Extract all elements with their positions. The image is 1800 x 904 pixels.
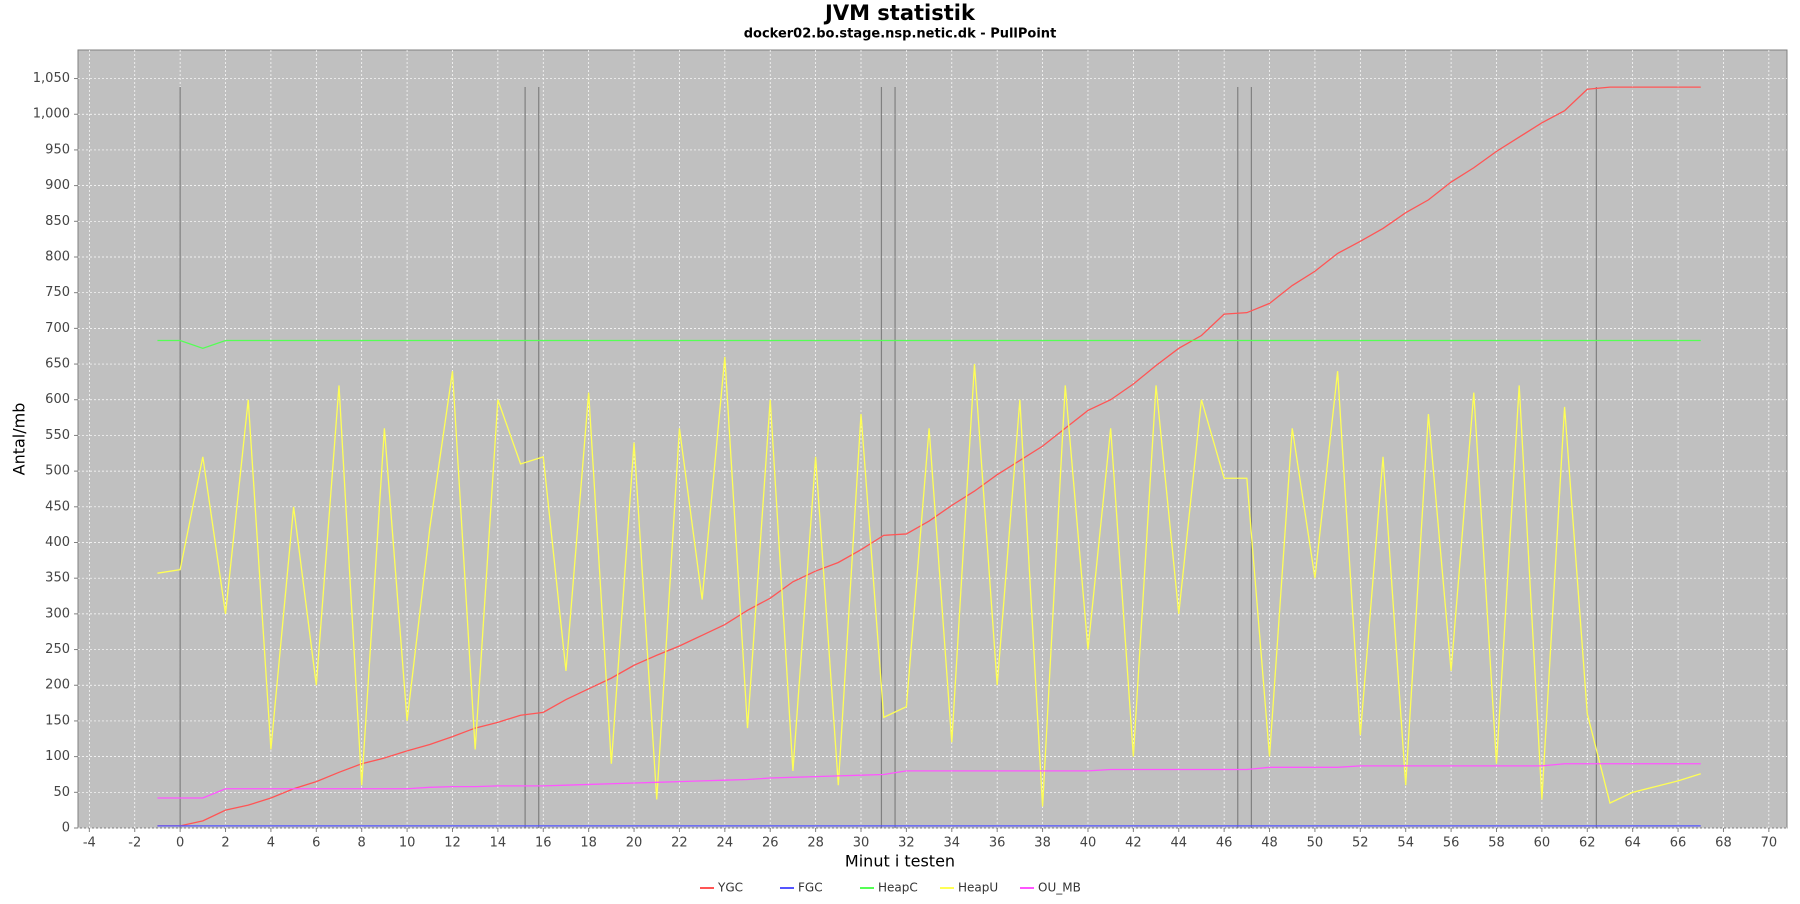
x-tick-label: 32	[898, 836, 915, 851]
x-tick-label: 50	[1307, 836, 1324, 851]
x-tick-label: 36	[989, 836, 1006, 851]
x-axis-label: Minut i testen	[845, 852, 955, 871]
x-tick-label: 2	[221, 836, 229, 851]
x-tick-label: 18	[580, 836, 597, 851]
x-tick-label: 12	[444, 836, 461, 851]
y-tick-label: 0	[62, 821, 70, 836]
x-tick-label: 48	[1261, 836, 1278, 851]
y-tick-label: 900	[45, 178, 70, 193]
y-tick-label: 500	[45, 464, 70, 479]
x-tick-label: 20	[626, 836, 643, 851]
x-tick-label: 30	[853, 836, 870, 851]
y-tick-label: 1,050	[33, 71, 70, 86]
x-tick-label: 54	[1397, 836, 1414, 851]
y-tick-label: 950	[45, 142, 70, 157]
x-tick-label: 66	[1670, 836, 1687, 851]
x-tick-label: 4	[267, 836, 275, 851]
x-tick-label: 46	[1216, 836, 1233, 851]
chart-title: JVM statistik	[823, 1, 976, 25]
x-tick-label: 28	[807, 836, 824, 851]
y-tick-label: 400	[45, 535, 70, 550]
y-axis-label: Antal/mb	[10, 403, 29, 476]
y-tick-label: 100	[45, 749, 70, 764]
series-line	[157, 86, 1701, 827]
series-line	[157, 339, 1701, 350]
x-tick-label: 22	[671, 836, 688, 851]
series-line	[157, 356, 1701, 807]
y-tick-label: 700	[45, 321, 70, 336]
x-tick-label: 60	[1534, 836, 1551, 851]
legend-label: HeapU	[958, 881, 998, 895]
y-tick-label: 350	[45, 571, 70, 586]
y-tick-label: 550	[45, 428, 70, 443]
x-tick-label: 44	[1170, 836, 1187, 851]
x-tick-label: 52	[1352, 836, 1369, 851]
x-tick-label: 42	[1125, 836, 1142, 851]
x-tick-label: 68	[1715, 836, 1732, 851]
y-tick-label: 1,000	[33, 107, 70, 122]
y-tick-label: 750	[45, 285, 70, 300]
legend-label: FGC	[798, 881, 823, 895]
legend-label: YGC	[717, 881, 743, 895]
y-tick-label: 450	[45, 499, 70, 514]
y-tick-label: 600	[45, 392, 70, 407]
x-tick-label: 40	[1080, 836, 1097, 851]
x-tick-label: 0	[176, 836, 184, 851]
x-tick-label: 58	[1488, 836, 1505, 851]
y-tick-label: 650	[45, 357, 70, 372]
y-tick-label: 50	[53, 785, 70, 800]
x-tick-label: 8	[358, 836, 366, 851]
chart-subtitle: docker02.bo.stage.nsp.netic.dk - PullPoi…	[744, 27, 1057, 42]
plot-area	[77, 49, 1788, 829]
legend-label: HeapC	[878, 881, 918, 895]
x-tick-label: 34	[944, 836, 961, 851]
y-tick-label: 150	[45, 713, 70, 728]
series-line	[157, 763, 1701, 799]
x-tick-label: 24	[717, 836, 734, 851]
y-tick-label: 800	[45, 249, 70, 264]
x-tick-label: 70	[1761, 836, 1778, 851]
y-tick-label: 300	[45, 606, 70, 621]
x-tick-label: 62	[1579, 836, 1596, 851]
x-tick-label: 38	[1034, 836, 1051, 851]
x-tick-label: -2	[128, 836, 141, 851]
x-tick-label: -4	[83, 836, 96, 851]
x-tick-label: 26	[762, 836, 779, 851]
x-tick-label: 64	[1624, 836, 1641, 851]
y-tick-label: 850	[45, 214, 70, 229]
legend-label: OU_MB	[1038, 881, 1081, 895]
x-tick-label: 14	[490, 836, 507, 851]
x-tick-label: 56	[1443, 836, 1460, 851]
y-tick-label: 250	[45, 642, 70, 657]
x-tick-label: 16	[535, 836, 552, 851]
y-tick-label: 200	[45, 678, 70, 693]
x-tick-label: 6	[312, 836, 320, 851]
x-tick-label: 10	[399, 836, 416, 851]
